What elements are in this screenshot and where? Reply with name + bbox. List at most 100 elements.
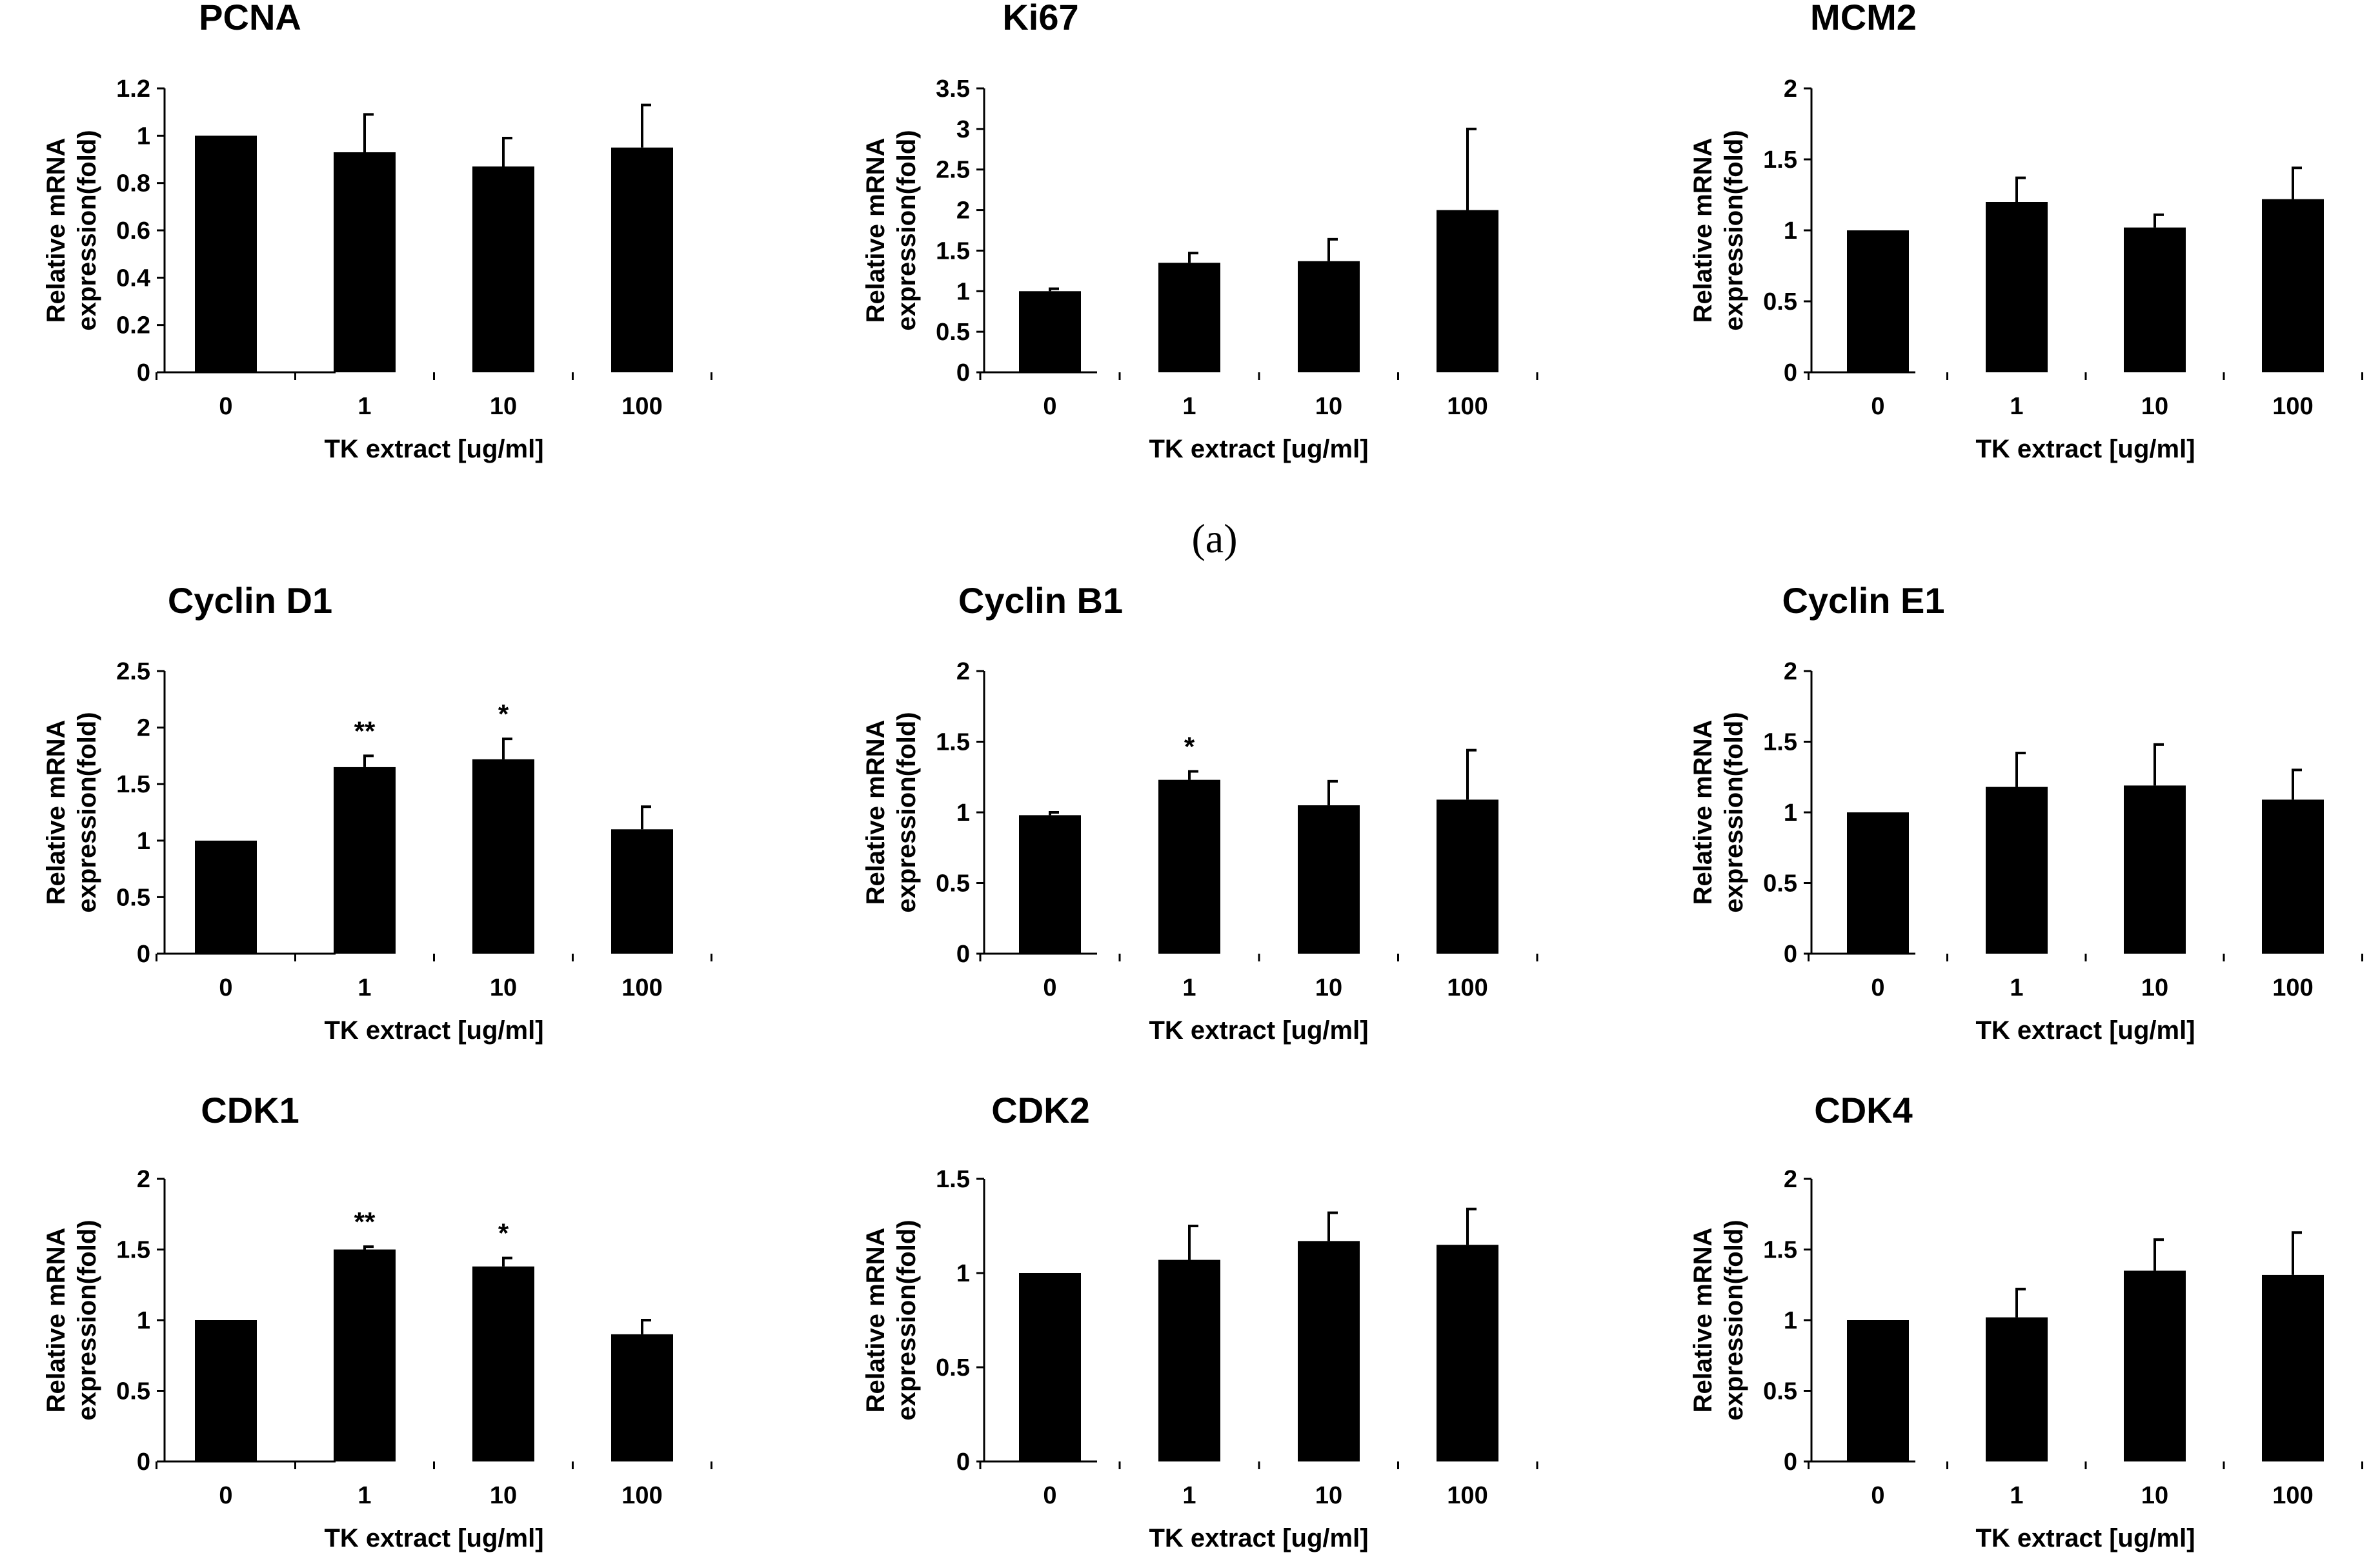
- x-tick-label: 1: [358, 1482, 371, 1509]
- y-tick-label: 0.5: [116, 884, 150, 911]
- y-tick-label: 0: [137, 941, 150, 968]
- chart-title: MCM2: [1810, 0, 1917, 37]
- chart-cdk2: CDK2 0 0.5 1 1.5 0 1 10 100 TK extract [ug/ml] Rel…: [862, 1090, 1538, 1552]
- panel-label-a: (a): [1191, 516, 1237, 561]
- y-tick-label: 0: [956, 1449, 970, 1476]
- x-tick-label: 10: [490, 974, 517, 1001]
- bar-0: [1019, 291, 1081, 372]
- bar-1: [1158, 263, 1220, 372]
- y-tick-label: 1: [956, 278, 970, 305]
- y-tick-label: 0.5: [116, 1378, 150, 1405]
- bar-100: [611, 147, 673, 372]
- y-axis-label-line: Relative mRNA: [1689, 138, 1717, 323]
- y-tick-label: 0.2: [116, 312, 150, 339]
- y-axis-label: Relative mRNA expression(fold): [1689, 130, 1748, 330]
- bar-10: [2124, 227, 2186, 372]
- bar-0: [1847, 230, 1909, 372]
- y-axis-label: Relative mRNA expression(fold): [42, 130, 101, 330]
- chart-title: CDK2: [991, 1090, 1089, 1130]
- bar-0: [1847, 812, 1909, 954]
- x-tick-label: 10: [1315, 974, 1342, 1001]
- y-axis-label-line: expression(fold): [892, 712, 921, 912]
- x-tick-label: 100: [621, 1482, 662, 1509]
- y-tick-label: 0.5: [1763, 870, 1797, 898]
- bar-10: [472, 166, 534, 372]
- chart-mcm2: MCM2 0 0.5 1 1.5 2 0 1 10 100 TK extract [ug/ml] Re…: [1689, 0, 2363, 463]
- bar-100: [2262, 1274, 2324, 1461]
- y-tick-label: 1.5: [1763, 146, 1797, 174]
- bar-10: [1298, 261, 1360, 372]
- y-axis-label-line: expression(fold): [892, 130, 921, 330]
- bar-0: [195, 840, 257, 954]
- x-tick-label: 1: [1182, 1482, 1196, 1509]
- y-tick-label: 0: [1784, 1449, 1797, 1476]
- significance-marker: *: [498, 1218, 509, 1249]
- x-tick-label: 100: [2272, 393, 2313, 420]
- x-tick-label: 100: [1447, 393, 1488, 420]
- y-tick-label: 1: [137, 123, 150, 150]
- bar-0: [1019, 815, 1081, 954]
- y-axis-label-line: expression(fold): [1720, 130, 1748, 330]
- bar-0: [1019, 1273, 1081, 1461]
- bar-100: [2262, 199, 2324, 372]
- bar-1: [334, 767, 396, 954]
- y-tick-label: 1.5: [116, 1237, 150, 1264]
- y-tick-label: 2: [1784, 1166, 1797, 1193]
- y-tick-label: 0: [956, 941, 970, 968]
- chart-title: CDK4: [1814, 1090, 1912, 1130]
- y-tick-label: 0.5: [1763, 288, 1797, 316]
- bar-0: [195, 1320, 257, 1461]
- x-tick-label: 10: [2141, 393, 2168, 420]
- chart-title: Cyclin E1: [1782, 580, 1944, 621]
- y-tick-label: 3: [956, 116, 970, 143]
- x-tick-label: 10: [2141, 974, 2168, 1001]
- x-tick-label: 100: [1447, 1482, 1488, 1509]
- bar-1: [1986, 202, 2048, 372]
- x-axis-label: TK extract [ug/ml]: [324, 1524, 543, 1552]
- x-axis-label: TK extract [ug/ml]: [1149, 1524, 1368, 1552]
- bar-100: [2262, 799, 2324, 954]
- bar-10: [472, 759, 534, 954]
- x-tick-label: 100: [621, 393, 662, 420]
- y-axis-label-line: Relative mRNA: [42, 1228, 70, 1413]
- chart-title: CDK1: [201, 1090, 299, 1130]
- x-tick-label: 1: [2010, 974, 2023, 1001]
- bar-100: [1437, 1245, 1498, 1461]
- chart-title: PCNA: [199, 0, 301, 37]
- y-axis-label-line: expression(fold): [892, 1220, 921, 1420]
- y-tick-label: 1.5: [936, 237, 970, 265]
- y-tick-label: 2: [137, 715, 150, 742]
- y-axis-label-line: Relative mRNA: [862, 1228, 890, 1413]
- x-tick-label: 1: [1182, 974, 1196, 1001]
- x-tick-label: 1: [2010, 1482, 2023, 1509]
- x-tick-label: 10: [490, 1482, 517, 1509]
- y-axis-label-line: Relative mRNA: [1689, 720, 1717, 905]
- bar-1: [1158, 779, 1220, 954]
- y-tick-label: 0: [137, 1449, 150, 1476]
- y-tick-label: 0: [1784, 941, 1797, 968]
- y-tick-label: 1: [1784, 217, 1797, 245]
- y-tick-label: 1: [1784, 1307, 1797, 1334]
- y-axis-label: Relative mRNA expression(fold): [862, 712, 921, 912]
- y-axis-label: Relative mRNA expression(fold): [1689, 712, 1748, 912]
- bar-1: [334, 1249, 396, 1461]
- chart-title: Ki67: [1002, 0, 1078, 37]
- x-axis-label: TK extract [ug/ml]: [1149, 435, 1368, 463]
- y-tick-label: 0.5: [936, 1354, 970, 1381]
- bar-1: [1986, 1317, 2048, 1461]
- x-tick-label: 10: [1315, 393, 1342, 420]
- bar-10: [2124, 1270, 2186, 1461]
- x-tick-label: 100: [2272, 974, 2313, 1001]
- x-tick-label: 10: [1315, 1482, 1342, 1509]
- y-tick-label: 1: [956, 1260, 970, 1287]
- x-axis-label: TK extract [ug/ml]: [324, 435, 543, 463]
- y-axis-label-line: expression(fold): [73, 1220, 101, 1420]
- y-tick-label: 2: [137, 1166, 150, 1193]
- x-tick-label: 1: [2010, 393, 2023, 420]
- y-tick-label: 1.2: [116, 75, 150, 103]
- x-tick-label: 0: [219, 974, 232, 1001]
- x-tick-label: 0: [1871, 974, 1884, 1001]
- x-tick-label: 0: [1043, 393, 1056, 420]
- y-axis-label-line: expression(fold): [73, 130, 101, 330]
